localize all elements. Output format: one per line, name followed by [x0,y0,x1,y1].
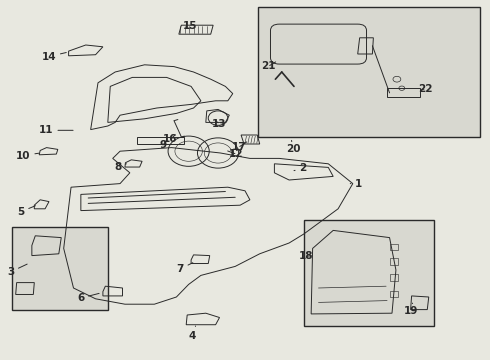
Text: 4: 4 [188,326,196,341]
Bar [390,258,398,265]
Text: 7: 7 [176,263,193,274]
Text: 11: 11 [39,125,73,135]
Bar [258,7,480,137]
Text: 17: 17 [231,142,247,152]
Text: 1: 1 [350,179,362,189]
Bar [12,227,108,310]
Text: 12: 12 [228,149,244,159]
Bar [390,291,398,297]
Text: 15: 15 [183,21,197,31]
Text: 10: 10 [16,150,39,161]
Text: 3: 3 [7,264,27,277]
Text: 6: 6 [77,293,99,303]
Text: 20: 20 [286,140,300,154]
Text: 8: 8 [114,162,126,172]
Text: 16: 16 [163,134,178,144]
Text: 14: 14 [42,51,66,62]
Bar [304,220,434,326]
Text: 2: 2 [294,163,306,173]
Text: 21: 21 [261,61,276,71]
Text: 22: 22 [418,84,433,94]
Bar [390,274,398,281]
Bar [390,244,398,250]
Text: 5: 5 [18,206,35,217]
Text: 19: 19 [403,303,418,316]
Text: 9: 9 [159,140,166,150]
Text: 13: 13 [212,119,226,129]
Text: 18: 18 [298,251,313,261]
